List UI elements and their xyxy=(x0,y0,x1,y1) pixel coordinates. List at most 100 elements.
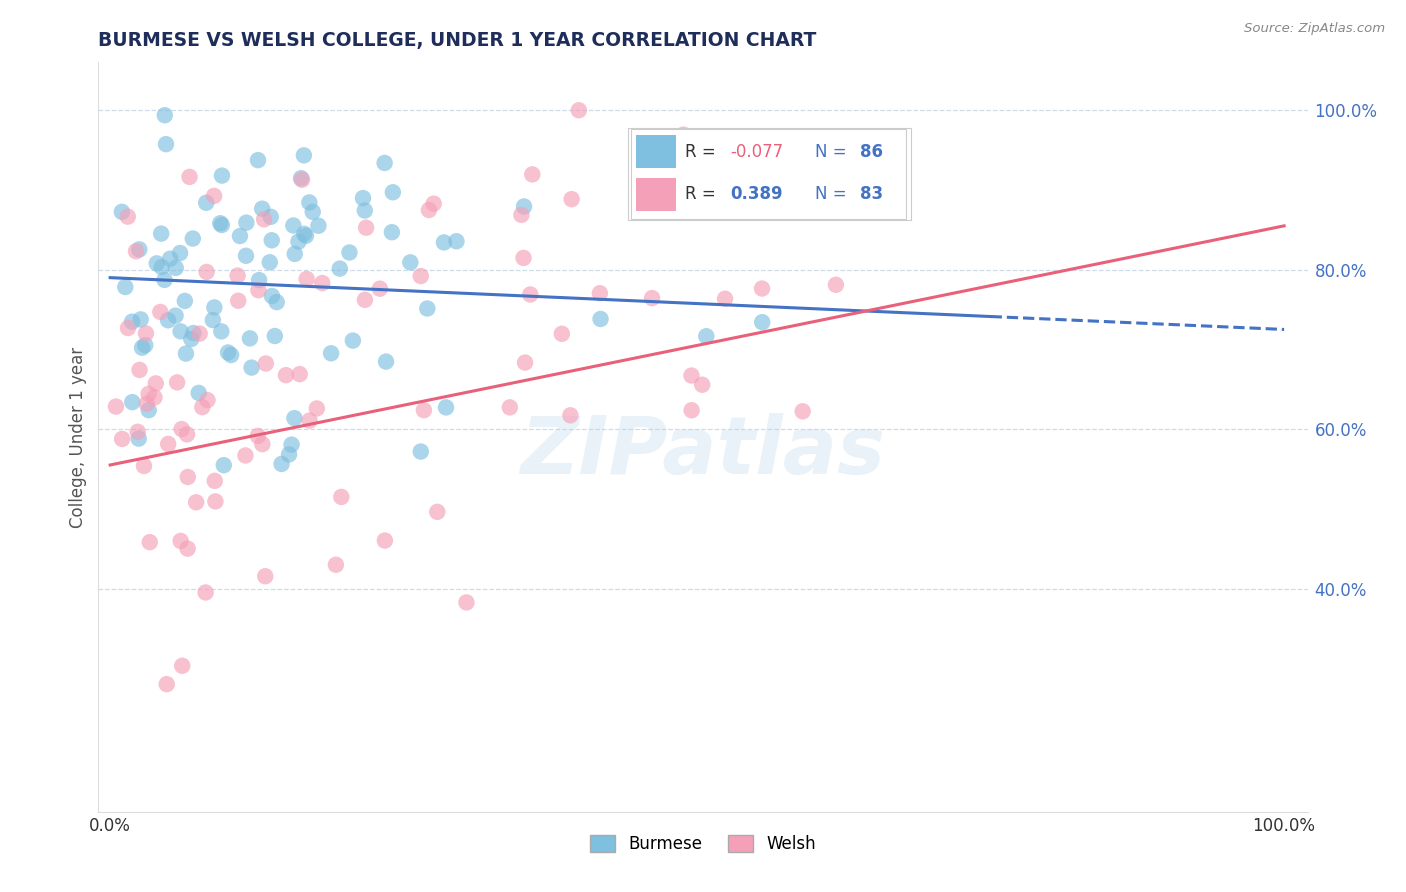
Point xyxy=(204,474,226,488)
Point xyxy=(456,595,478,609)
Point xyxy=(150,227,173,241)
Point xyxy=(263,329,285,343)
Point xyxy=(239,331,262,345)
Text: R =: R = xyxy=(685,143,721,161)
Point xyxy=(260,210,283,224)
Point xyxy=(307,219,329,233)
Bar xyxy=(637,178,676,211)
Point xyxy=(132,458,155,473)
Point xyxy=(519,287,541,301)
Point xyxy=(409,268,432,283)
Point xyxy=(165,260,187,275)
Point xyxy=(266,295,288,310)
Text: 0.389: 0.389 xyxy=(730,186,783,203)
Point xyxy=(176,427,198,442)
Point xyxy=(353,203,375,218)
Point xyxy=(114,280,136,294)
Point xyxy=(125,244,148,259)
Point xyxy=(235,216,257,230)
Point xyxy=(416,301,439,316)
Text: Source: ZipAtlas.com: Source: ZipAtlas.com xyxy=(1244,22,1385,36)
Point xyxy=(342,334,364,348)
Point xyxy=(138,387,160,401)
Point xyxy=(138,403,160,417)
Point xyxy=(418,202,440,217)
Point xyxy=(166,376,188,390)
Point xyxy=(434,401,457,415)
Point xyxy=(187,385,209,400)
Point xyxy=(288,367,311,381)
Point xyxy=(173,293,195,308)
Point xyxy=(252,437,274,451)
Point xyxy=(260,289,283,303)
Point xyxy=(512,251,534,265)
Point xyxy=(284,247,307,261)
Point xyxy=(825,277,848,292)
Point xyxy=(381,186,404,200)
Point xyxy=(292,227,315,241)
Point xyxy=(195,265,218,279)
Y-axis label: College, Under 1 year: College, Under 1 year xyxy=(69,346,87,528)
Point xyxy=(201,313,224,327)
Point xyxy=(254,569,277,583)
Point xyxy=(283,219,305,233)
Point xyxy=(254,357,277,371)
Point xyxy=(426,505,449,519)
Point xyxy=(305,401,328,416)
Point xyxy=(217,345,239,359)
Point xyxy=(287,235,309,249)
Legend: Burmese, Welsh: Burmese, Welsh xyxy=(583,828,823,860)
Point xyxy=(127,425,149,439)
Point xyxy=(131,341,153,355)
Point xyxy=(156,677,179,691)
Point xyxy=(510,208,533,222)
Point xyxy=(301,205,323,219)
Point xyxy=(319,346,342,360)
Point xyxy=(229,229,252,244)
Point xyxy=(176,541,198,556)
Point xyxy=(240,360,263,375)
Point xyxy=(209,216,232,230)
Point xyxy=(174,346,197,360)
Point xyxy=(226,268,249,283)
Point xyxy=(211,169,233,183)
Point xyxy=(325,558,347,572)
Point xyxy=(250,202,273,216)
Point xyxy=(354,220,377,235)
Point xyxy=(270,457,292,471)
Point xyxy=(121,395,143,409)
Point xyxy=(191,400,214,414)
Point xyxy=(374,533,396,548)
Point xyxy=(226,293,249,308)
Point xyxy=(589,286,612,301)
Point xyxy=(135,326,157,341)
Point xyxy=(157,313,180,327)
Point xyxy=(155,137,177,152)
Point xyxy=(253,212,276,227)
Point xyxy=(128,243,150,257)
Point xyxy=(172,658,194,673)
Point xyxy=(165,309,187,323)
Point xyxy=(291,172,314,186)
Point xyxy=(121,315,143,329)
Point xyxy=(522,167,544,181)
Point xyxy=(381,225,404,239)
Point xyxy=(117,321,139,335)
Point xyxy=(329,261,352,276)
Point xyxy=(181,231,204,245)
Point xyxy=(751,281,773,295)
Point xyxy=(714,292,737,306)
Point xyxy=(751,315,773,329)
Text: 86: 86 xyxy=(860,143,883,161)
Point xyxy=(664,155,686,169)
Point xyxy=(188,326,211,341)
Point xyxy=(589,312,612,326)
Point xyxy=(143,391,166,405)
Point xyxy=(422,196,444,211)
Point xyxy=(145,256,167,270)
Point xyxy=(681,368,703,383)
Point xyxy=(197,392,219,407)
Point xyxy=(170,422,193,436)
Point xyxy=(368,282,391,296)
Point xyxy=(219,348,242,362)
